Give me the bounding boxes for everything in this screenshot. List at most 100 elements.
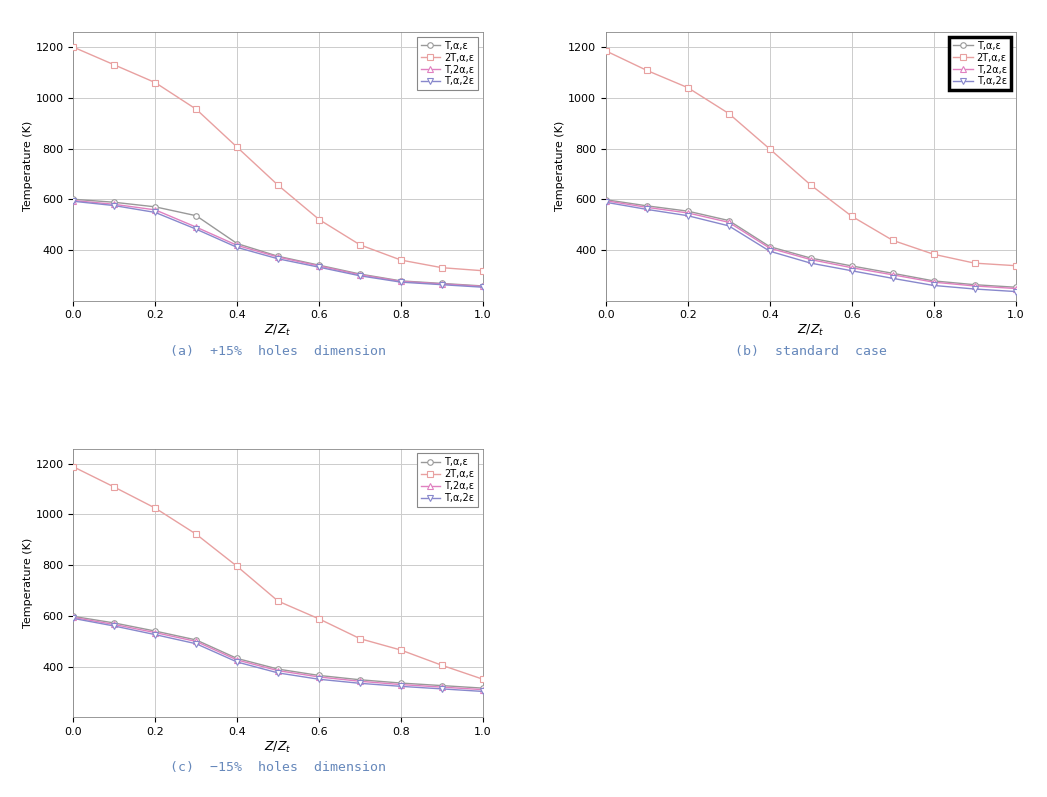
T,2α,ε (804, 255, 817, 265)
T,2α,ε (682, 208, 694, 218)
2T,α,ε (395, 646, 407, 655)
2T,α,ε (722, 108, 735, 118)
2T,α,ε (313, 614, 326, 624)
2T,α,ε (968, 258, 981, 268)
T,α,ε (641, 201, 653, 210)
T,α,2ε (395, 681, 407, 691)
T,2α,ε (149, 628, 161, 638)
T,2α,ε (887, 270, 899, 280)
2T,α,ε (476, 674, 489, 684)
Line: T,α,ε: T,α,ε (70, 614, 486, 691)
T,α,2ε (1009, 287, 1022, 296)
T,α,ε (149, 202, 161, 212)
T,α,2ε (845, 266, 857, 276)
T,α,ε (67, 611, 80, 621)
T,2α,ε (476, 685, 489, 694)
2T,α,ε (804, 180, 817, 190)
T,α,2ε (436, 684, 448, 693)
T,α,2ε (67, 614, 80, 623)
T,2α,ε (272, 253, 285, 262)
T,α,2ε (313, 674, 326, 684)
T,α,ε (149, 626, 161, 636)
T,α,ε (476, 683, 489, 693)
T,α,2ε (354, 678, 366, 688)
Text: (b)  standard  case: (b) standard case (735, 344, 887, 358)
2T,α,ε (845, 211, 857, 221)
T,α,ε (108, 198, 120, 207)
T,α,2ε (67, 197, 80, 206)
T,2α,ε (763, 243, 776, 253)
2T,α,ε (641, 65, 653, 75)
T,α,2ε (272, 254, 285, 264)
T,α,2ε (108, 621, 120, 630)
T,α,ε (763, 241, 776, 251)
T,2α,ε (600, 196, 612, 206)
2T,α,ε (190, 529, 202, 539)
T,2α,ε (190, 637, 202, 646)
Line: T,2α,ε: T,2α,ε (70, 198, 486, 289)
T,2α,ε (272, 665, 285, 675)
T,α,ε (804, 253, 817, 263)
T,2α,ε (108, 620, 120, 630)
X-axis label: $Z/Z_t$: $Z/Z_t$ (797, 323, 824, 338)
Y-axis label: Temperature (K): Temperature (K) (23, 538, 32, 628)
T,2α,ε (67, 196, 80, 206)
2T,α,ε (763, 144, 776, 154)
2T,α,ε (108, 60, 120, 69)
2T,α,ε (313, 214, 326, 224)
T,α,ε (887, 269, 899, 278)
T,α,ε (682, 206, 694, 216)
2T,α,ε (190, 104, 202, 114)
T,α,2ε (231, 242, 244, 252)
2T,α,ε (272, 180, 285, 190)
T,2α,ε (722, 218, 735, 227)
Legend: T,α,ε, 2T,α,ε, T,2α,ε, T,α,2ε: T,α,ε, 2T,α,ε, T,2α,ε, T,α,2ε (950, 37, 1010, 90)
Line: T,2α,ε: T,2α,ε (70, 614, 486, 693)
T,α,ε (354, 269, 366, 279)
Line: T,2α,ε: T,2α,ε (603, 198, 1019, 291)
T,α,2ε (108, 201, 120, 210)
T,α,2ε (722, 221, 735, 230)
T,α,ε (190, 635, 202, 645)
T,α,2ε (272, 668, 285, 677)
T,α,2ε (763, 246, 776, 256)
Line: T,α,ε: T,α,ε (603, 197, 1019, 290)
T,α,ε (67, 194, 80, 204)
T,α,ε (108, 618, 120, 628)
T,α,2ε (600, 198, 612, 207)
T,α,2ε (190, 225, 202, 234)
T,2α,ε (845, 263, 857, 273)
T,α,2ε (149, 630, 161, 639)
Line: T,α,ε: T,α,ε (70, 197, 486, 289)
Line: 2T,α,ε: 2T,α,ε (70, 464, 486, 682)
2T,α,ε (395, 255, 407, 265)
T,α,ε (1009, 282, 1022, 292)
T,α,2ε (354, 271, 366, 281)
T,2α,ε (436, 682, 448, 692)
T,2α,ε (1009, 284, 1022, 293)
T,α,2ε (928, 281, 940, 290)
Text: (c)  −15%  holes  dimension: (c) −15% holes dimension (171, 761, 386, 774)
2T,α,ε (436, 661, 448, 670)
2T,α,ε (928, 249, 940, 259)
T,α,ε (313, 261, 326, 270)
T,α,2ε (149, 208, 161, 218)
2T,α,ε (149, 78, 161, 88)
T,α,2ε (231, 658, 244, 667)
T,2α,ε (354, 270, 366, 280)
T,α,ε (272, 252, 285, 261)
Line: 2T,α,ε: 2T,α,ε (70, 45, 486, 273)
T,α,ε (600, 195, 612, 205)
T,α,ε (928, 276, 940, 285)
2T,α,ε (231, 143, 244, 152)
T,2α,ε (395, 680, 407, 689)
T,2α,ε (149, 205, 161, 214)
T,α,ε (190, 211, 202, 221)
T,α,ε (395, 678, 407, 688)
T,2α,ε (354, 677, 366, 686)
T,2α,ε (231, 241, 244, 250)
2T,α,ε (600, 46, 612, 56)
T,2α,ε (313, 261, 326, 271)
T,2α,ε (928, 277, 940, 287)
T,α,2ε (476, 282, 489, 292)
